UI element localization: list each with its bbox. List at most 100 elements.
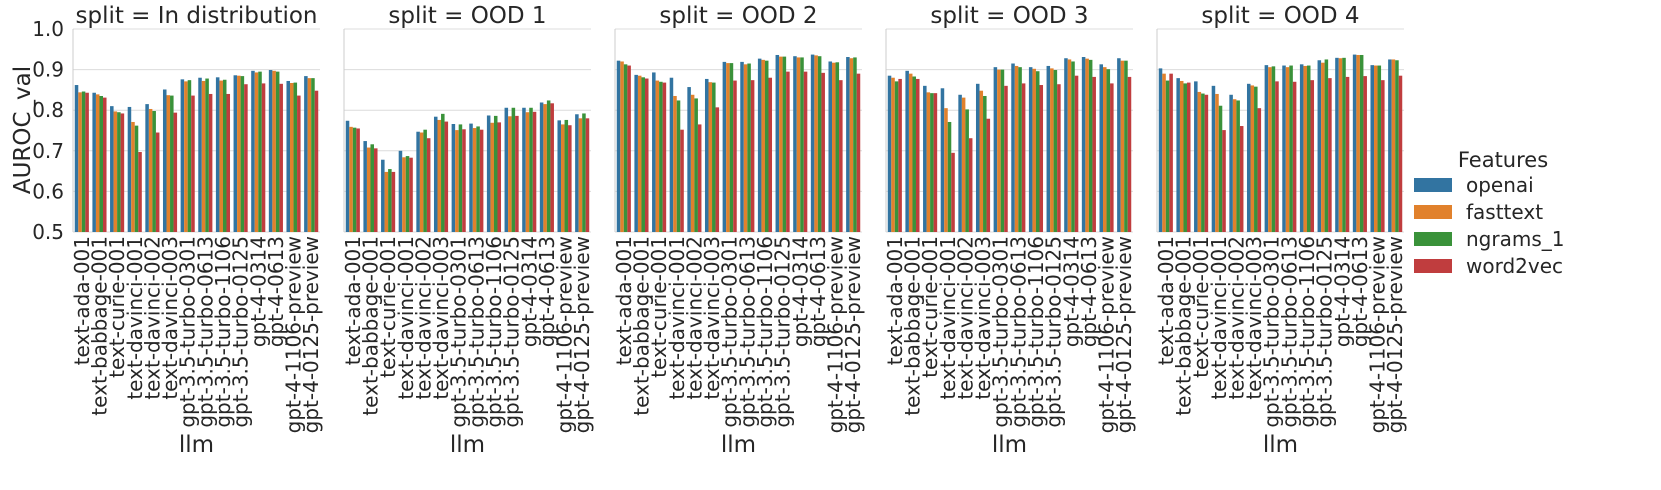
x-tick-label: text-ada-001 — [70, 236, 94, 365]
x-tick-label: text-davinci-002 — [682, 236, 706, 400]
x-tick-label: text-ada-001 — [341, 236, 365, 365]
bar-word2vec-gpt-3.5-turbo-0125 — [786, 71, 790, 232]
bar-word2vec-text-ada-001 — [356, 128, 360, 232]
bar-word2vec-text-davinci-001 — [680, 129, 684, 232]
bar-fasttext-gpt-4-0125-preview — [1120, 60, 1125, 232]
bar-openai-gpt-3.5-turbo-0301 — [180, 79, 185, 232]
bar-openai-gpt-3.5-turbo-0613 — [1011, 63, 1015, 233]
bar-ngrams_1-gpt-3.5-turbo-1106 — [493, 115, 498, 232]
bar-word2vec-gpt-3.5-turbo-0125 — [1328, 78, 1332, 232]
x-tick-label: gpt-4-0314 — [246, 236, 270, 347]
bar-fasttext-gpt-3.5-turbo-0613 — [472, 128, 477, 232]
bar-fasttext-gpt-3.5-turbo-1106 — [219, 80, 223, 232]
bar-fasttext-text-davinci-003 — [437, 119, 442, 232]
bar-ngrams_1-text-davinci-002 — [965, 109, 969, 232]
bar-word2vec-gpt-4-0613 — [821, 72, 825, 232]
bar-openai-gpt-3.5-turbo-0125 — [233, 75, 238, 232]
bar-fasttext-gpt-3.5-turbo-0125 — [1050, 68, 1054, 232]
bar-word2vec-gpt-4-0314 — [1345, 76, 1350, 232]
panel-title: split = OOD 1 — [388, 3, 546, 29]
bar-openai-text-ada-001 — [616, 60, 621, 232]
x-tick-label: gpt-4-1106-preview — [1366, 236, 1390, 433]
x-tick-label: gpt-4-1106-preview — [824, 236, 848, 433]
x-tick-label: gpt-4-0125-preview — [1383, 236, 1407, 433]
bar-openai-text-ada-001 — [887, 75, 892, 232]
bar-ngrams_1-text-babbage-001 — [1183, 83, 1187, 233]
bar-ngrams_1-text-davinci-003 — [170, 95, 174, 232]
x-tick-label: text-davinci-003 — [971, 236, 995, 400]
bar-fasttext-text-babbage-001 — [908, 73, 913, 232]
panel-title: split = OOD 2 — [659, 3, 817, 29]
bar-word2vec-text-davinci-001 — [951, 152, 955, 232]
bar-openai-text-davinci-001 — [669, 77, 674, 232]
bar-word2vec-text-curie-001 — [391, 171, 396, 232]
legend-title: Features — [1458, 148, 1548, 172]
bar-word2vec-text-davinci-001 — [138, 152, 142, 232]
x-tick-label: gpt-4-0613 — [535, 236, 559, 347]
bar-fasttext-gpt-4-0613 — [814, 55, 818, 232]
bar-ngrams_1-text-davinci-003 — [983, 95, 987, 233]
bar-openai-gpt-4-0314 — [793, 56, 797, 233]
x-tick-label: text-davinci-003 — [158, 236, 182, 400]
x-tick-label: gpt-4-0314 — [1330, 236, 1354, 347]
bar-word2vec-gpt-3.5-turbo-0613 — [208, 93, 213, 233]
x-tick-label: gpt-4-0613 — [1348, 236, 1372, 347]
bar-ngrams_1-gpt-3.5-turbo-0125 — [240, 76, 245, 232]
bar-fasttext-text-curie-001 — [113, 111, 118, 232]
x-tick-label: gpt-4-0125-preview — [1112, 236, 1136, 433]
bar-ngrams_1-gpt-3.5-turbo-0613 — [747, 63, 751, 233]
x-tick-label: gpt-4-0613 — [806, 236, 830, 347]
bar-ngrams_1-gpt-3.5-turbo-1106 — [764, 60, 769, 232]
bar-word2vec-text-davinci-003 — [986, 118, 991, 232]
bar-ngrams_1-gpt-3.5-turbo-0125 — [1053, 70, 1058, 232]
bar-openai-text-davinci-003 — [433, 116, 438, 232]
bar-openai-text-curie-001 — [1194, 81, 1198, 233]
bar-fasttext-gpt-3.5-turbo-0613 — [1285, 67, 1290, 232]
bar-openai-text-curie-001 — [110, 106, 114, 232]
x-tick-label: text-curie-001 — [105, 236, 129, 378]
bar-openai-text-babbage-001 — [1176, 78, 1180, 232]
legend-swatch-openai — [1414, 178, 1452, 192]
x-tick-label: text-babbage-001 — [1171, 236, 1195, 416]
bar-word2vec-gpt-3.5-turbo-0301 — [1275, 81, 1279, 233]
bar-fasttext-gpt-3.5-turbo-1106 — [490, 122, 494, 232]
bar-word2vec-gpt-3.5-turbo-1106 — [768, 77, 773, 232]
x-tick-label: gpt-4-0314 — [1059, 236, 1083, 347]
x-tick-label: text-ada-001 — [612, 236, 636, 365]
bar-fasttext-gpt-4-0314 — [525, 112, 530, 232]
bar-word2vec-gpt-3.5-turbo-0613 — [750, 80, 755, 232]
bar-ngrams_1-text-davinci-002 — [694, 98, 698, 233]
bar-openai-gpt-4-0314 — [251, 70, 255, 232]
bar-word2vec-gpt-3.5-turbo-0301 — [733, 80, 737, 232]
x-tick-label: gpt-3.5-turbo-0125 — [229, 236, 253, 428]
bar-openai-gpt-4-1106-preview — [286, 80, 291, 232]
bar-openai-text-davinci-003 — [704, 78, 709, 232]
bar-word2vec-gpt-4-0314 — [1074, 75, 1079, 232]
bar-openai-gpt-3.5-turbo-0125 — [775, 54, 780, 233]
panel-4: split = OOD 3 text-ada-001text-babbage-00… — [883, 3, 1136, 458]
bar-openai-gpt-3.5-turbo-0301 — [722, 61, 727, 232]
bar-fasttext-gpt-3.5-turbo-0301 — [184, 81, 188, 233]
bar-openai-gpt-3.5-turbo-0613 — [198, 77, 202, 232]
bar-ngrams_1-text-curie-001 — [388, 169, 392, 232]
bar-ngrams_1-text-davinci-003 — [712, 82, 716, 232]
x-tick-label: gpt-3.5-turbo-0125 — [1042, 236, 1066, 428]
bar-ngrams_1-gpt-3.5-turbo-0301 — [187, 80, 192, 232]
bar-openai-gpt-4-0125-preview — [304, 76, 308, 232]
x-tick-label: gpt-3.5-turbo-1106 — [211, 236, 235, 428]
bar-openai-gpt-3.5-turbo-1106 — [215, 77, 220, 232]
bar-ngrams_1-text-babbage-001 — [641, 77, 645, 232]
x-tick-label: text-babbage-001 — [87, 236, 111, 416]
bar-word2vec-gpt-4-1106-preview — [297, 95, 301, 232]
bar-fasttext-gpt-3.5-turbo-0301 — [726, 63, 730, 232]
bar-openai-gpt-4-0613 — [810, 54, 815, 232]
x-tick-label: text-davinci-002 — [140, 236, 164, 400]
bar-ngrams_1-text-davinci-001 — [134, 125, 139, 232]
bar-openai-gpt-4-0125-preview — [575, 114, 579, 232]
bar-ngrams_1-text-davinci-003 — [1254, 86, 1258, 233]
bar-ngrams_1-gpt-3.5-turbo-1106 — [1035, 71, 1040, 232]
bar-openai-gpt-4-0314 — [522, 107, 526, 232]
bar-fasttext-gpt-4-0314 — [1067, 59, 1072, 233]
bar-ngrams_1-gpt-4-0125-preview — [1124, 60, 1128, 232]
bar-word2vec-gpt-4-0125-preview — [1127, 76, 1132, 232]
